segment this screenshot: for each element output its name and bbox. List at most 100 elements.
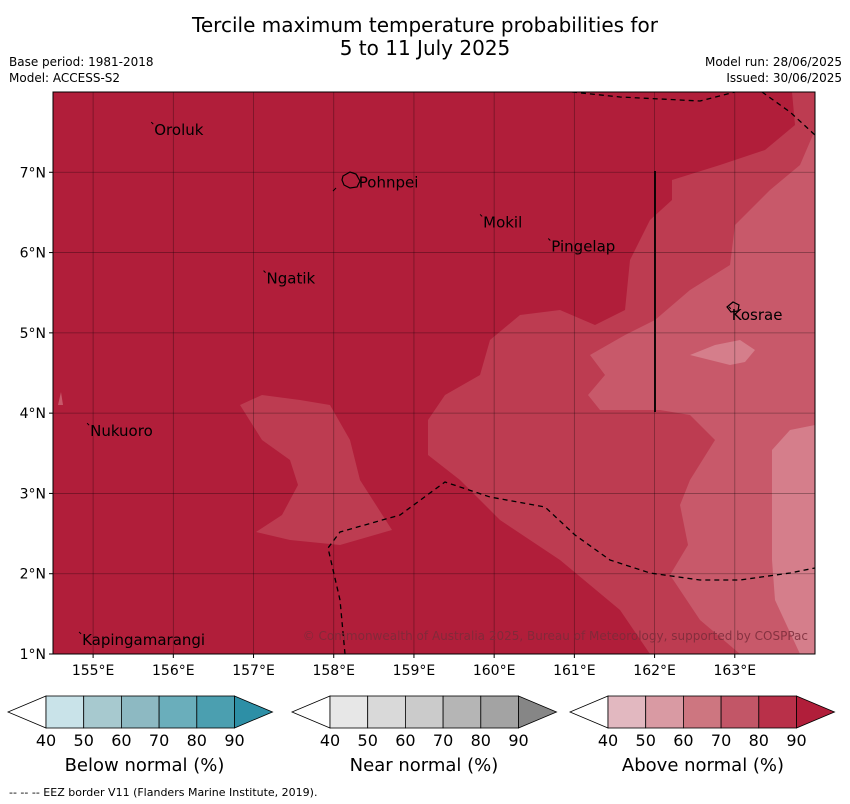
place-labels: Oroluk Pohnpei Mokil Pingelap Ngatik Kosrae Nu… [78, 121, 783, 649]
place-marker [150, 121, 154, 125]
colorbar-tick-label: 40 [36, 731, 56, 750]
run-info: Model run: 28/06/2025 Issued: 30/06/2025 [705, 54, 842, 86]
colorbar-segment [442, 695, 482, 729]
place-label: Ngatik [267, 270, 316, 288]
place-label: Pohnpei [359, 173, 419, 191]
region-above-50-far-west [58, 392, 63, 405]
copyright-text: © Commonwealth of Australia 2025, Bureau… [303, 629, 808, 643]
colorbar-segment [720, 695, 760, 729]
base-period: Base period: 1981-2018 [9, 55, 154, 69]
map-title-line1: Tercile maximum temperature probabilitie… [192, 13, 658, 37]
region-above-50-east [772, 425, 815, 654]
place-marker [728, 306, 732, 310]
legend-label-near: Near normal (%) [349, 755, 499, 776]
place-marker [78, 631, 82, 635]
colorbar-tick-label: 90 [508, 731, 528, 750]
colorbar-tick-label: 70 [149, 731, 169, 750]
colorbar-segment [683, 695, 722, 729]
place-marker [355, 173, 359, 177]
colorbar-extend-low [6, 695, 47, 729]
model-run: Model run: 28/06/2025 [704, 55, 842, 69]
lon-tick-label: 163°E [714, 663, 757, 679]
colorbar-segment [480, 695, 519, 729]
colorbar-tick-label: 60 [673, 731, 693, 750]
lat-tick-label: 5°N [20, 326, 46, 342]
map-title-line2: 5 to 11 July 2025 [339, 36, 511, 60]
legends: 40 50 60 70 80 90 40 50 60 70 80 90 40 50 60 70 80 90 [6, 695, 836, 750]
lon-tick-label: 158°E [312, 663, 355, 679]
place-marker [479, 214, 483, 217]
colorbar-extend-low [568, 695, 609, 729]
place-label: Kosrae [732, 306, 783, 324]
place-marker [263, 270, 266, 273]
colorbar-tick-label: 90 [224, 731, 244, 750]
colorbar-tick-label: 50 [74, 731, 94, 750]
eez-border-north [571, 92, 815, 136]
lon-tick-label: 157°E [232, 663, 275, 679]
pohnpei-outline [341, 171, 361, 189]
colorbar-tick-label: 40 [320, 731, 340, 750]
colorbar-tick-label: 50 [636, 731, 656, 750]
model-name: Model: ACCESS-S2 [9, 71, 121, 85]
colorbar-segment [329, 695, 369, 729]
probability-field: Oroluk Pohnpei Mokil Pingelap Ngatik Kosrae Nu… [53, 92, 815, 654]
eez-border-south [327, 481, 815, 654]
lon-tick-label: 156°E [152, 663, 195, 679]
colorbar-segment [121, 695, 160, 729]
colorbar-0: 40 50 60 70 80 90 [6, 695, 274, 750]
map-frame [52, 91, 816, 655]
colorbar-2: 40 50 60 70 80 90 [568, 695, 836, 750]
place-marker [547, 238, 551, 241]
colorbar-tick-label: 80 [471, 731, 491, 750]
colorbar-extend-high [234, 695, 274, 729]
lon-tick-label: 161°E [553, 663, 596, 679]
colorbar-tick-label: 60 [395, 731, 415, 750]
place-label: Nukuoro [90, 422, 153, 440]
lat-tick-label: 7°N [20, 165, 46, 181]
model-info: Base period: 1981-2018 Model: ACCESS-S2 [9, 54, 154, 86]
colorbar-extend-high [518, 695, 558, 729]
colorbar-extend-high [796, 695, 836, 729]
colorbar-tick-label: 80 [187, 731, 207, 750]
region-above-60 [588, 130, 815, 654]
lat-tick-label: 3°N [20, 486, 46, 502]
legend-label-below: Below normal (%) [64, 755, 225, 776]
colorbar-segment [45, 695, 85, 729]
colorbar-segment [645, 695, 684, 729]
place-label: Mokil [483, 213, 522, 231]
issued-date: Issued: 30/06/2025 [726, 71, 842, 85]
graticule [53, 92, 815, 654]
colorbar-segment [83, 695, 122, 729]
place-label: Kapingamarangi [82, 631, 205, 649]
kosrae-outline [726, 301, 740, 313]
colorbar-tick-label: 40 [598, 731, 618, 750]
lat-tick-label: 4°N [20, 406, 46, 422]
colorbar-segment [158, 695, 198, 729]
lon-tick-label: 155°E [72, 663, 115, 679]
lon-tick-label: 159°E [393, 663, 436, 679]
colorbar-segment [758, 695, 797, 729]
colorbar-segment [367, 695, 406, 729]
colorbar-tick-label: 50 [358, 731, 378, 750]
lat-tick-label: 1°N [20, 647, 46, 663]
colorbar-segment [404, 695, 444, 729]
region-above-70-west [240, 395, 392, 545]
lon-tick-label: 160°E [473, 663, 516, 679]
colorbar-tick-label: 70 [433, 731, 453, 750]
pohnpei-reef-mark [332, 187, 337, 192]
colorbar-1: 40 50 60 70 80 90 [290, 695, 558, 750]
lon-tick-label: 162°E [633, 663, 676, 679]
lat-tick-label: 2°N [20, 567, 46, 583]
lat-tick-label: 6°N [20, 246, 46, 262]
axis-ticks: 155°E 156°E 157°E 158°E 159°E 160°E 161°E 162°E… [20, 165, 756, 679]
legend-label-above: Above normal (%) [621, 755, 785, 776]
place-label: Pingelap [551, 238, 615, 256]
colorbar-segment [607, 695, 647, 729]
colorbar-tick-label: 60 [111, 731, 131, 750]
colorbar-tick-label: 80 [749, 731, 769, 750]
map-title: Tercile maximum temperature probabilitie… [0, 14, 850, 60]
place-marker [86, 422, 90, 426]
region-above-50-kosrae [690, 340, 755, 365]
place-label: Oroluk [154, 121, 203, 139]
